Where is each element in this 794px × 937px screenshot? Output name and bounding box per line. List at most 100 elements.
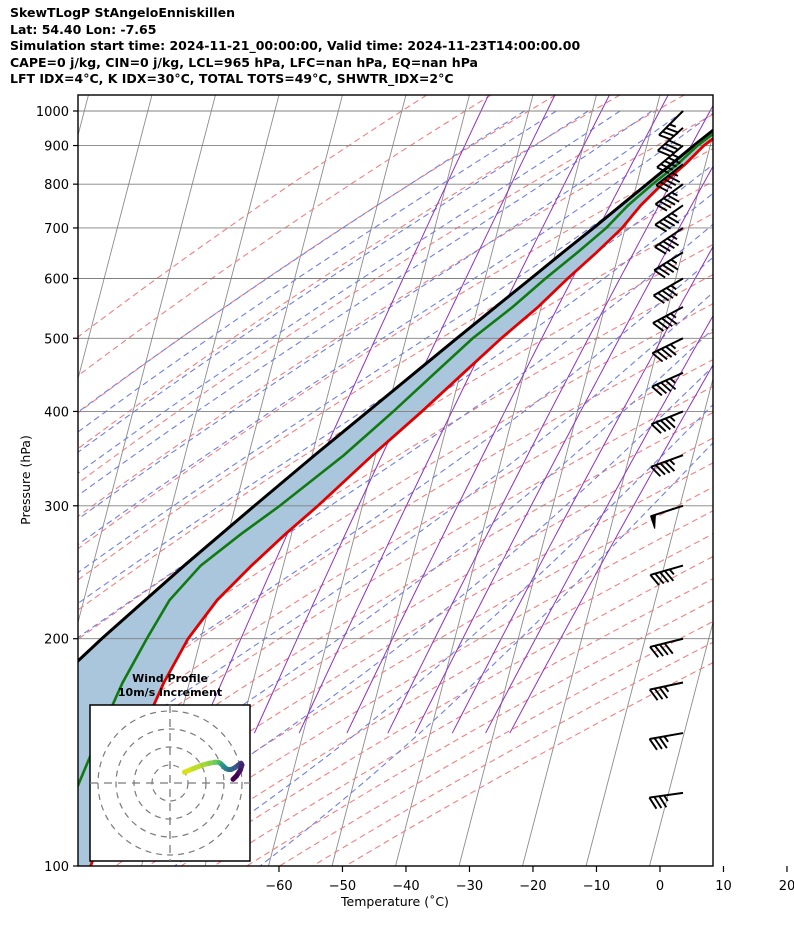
isotherm-line bbox=[78, 95, 216, 625]
barb-half-feather bbox=[669, 377, 676, 384]
wind-barb bbox=[653, 251, 684, 279]
dry-adiabat-line bbox=[78, 95, 685, 484]
dry-adiabat-line bbox=[78, 212, 713, 611]
x-tick-label: −30 bbox=[456, 879, 483, 894]
x-tick-label: −60 bbox=[265, 879, 292, 894]
barb-full-feather bbox=[664, 417, 676, 429]
wind-barb bbox=[650, 410, 684, 434]
barb-half-feather bbox=[669, 123, 677, 128]
barb-full-feather bbox=[666, 237, 680, 247]
moist-adiabat-line bbox=[78, 110, 653, 497]
wind-barb bbox=[649, 564, 684, 586]
barb-full-feather bbox=[648, 797, 658, 810]
wind-profile-inset bbox=[89, 704, 251, 862]
barb-full-feather bbox=[656, 350, 668, 361]
barb-full-feather bbox=[655, 464, 666, 476]
wind-barb bbox=[652, 306, 684, 332]
dry-adiabat-line bbox=[78, 95, 492, 377]
barb-half-feather bbox=[671, 191, 678, 197]
dry-adiabat-line bbox=[246, 599, 713, 866]
barb-full-feather bbox=[654, 645, 664, 657]
dry-adiabat-line bbox=[312, 641, 713, 866]
barb-half-feather bbox=[670, 312, 677, 319]
barb-half-feather bbox=[663, 735, 669, 743]
wind-barb bbox=[648, 681, 684, 701]
barb-half-feather bbox=[669, 415, 676, 422]
dry-adiabat-line bbox=[78, 437, 713, 824]
y-tick-label: 300 bbox=[44, 500, 69, 515]
barb-full-feather bbox=[659, 571, 670, 583]
y-tick-label: 100 bbox=[44, 860, 69, 875]
x-axis-label: Temperature (˚C) bbox=[340, 894, 449, 909]
inset-title-line1: Wind Profile bbox=[132, 672, 208, 685]
barb-full-feather bbox=[657, 292, 670, 302]
y-tick-label: 700 bbox=[44, 222, 69, 237]
inset-title-line2: 10m/s increment bbox=[118, 686, 222, 699]
barb-full-feather bbox=[663, 178, 677, 186]
dewpoint-profile-line bbox=[78, 132, 713, 789]
isotherm-line bbox=[777, 95, 794, 866]
barb-full-feather bbox=[664, 570, 675, 582]
dry-adiabat-line bbox=[78, 411, 713, 800]
barb-full-feather bbox=[662, 264, 675, 274]
barb-full-feather bbox=[665, 287, 678, 297]
barb-full-feather bbox=[655, 203, 668, 212]
barb-full-feather bbox=[667, 175, 681, 183]
isotherm-line bbox=[522, 133, 713, 866]
y-tick-label: 200 bbox=[44, 633, 69, 648]
barb-full-feather bbox=[657, 149, 671, 157]
barb-full-feather bbox=[658, 243, 671, 252]
barb-full-feather bbox=[653, 796, 663, 809]
barb-full-feather bbox=[648, 689, 659, 701]
wind-barb bbox=[654, 204, 684, 233]
barb-full-feather bbox=[656, 319, 669, 330]
barb-full-feather bbox=[666, 261, 679, 271]
barb-full-feather bbox=[654, 246, 667, 255]
barb-full-feather bbox=[661, 289, 674, 299]
isotherm-line bbox=[585, 376, 713, 866]
x-tick-label: 10 bbox=[715, 879, 732, 894]
x-tick-label: 0 bbox=[656, 879, 664, 894]
barb-half-feather bbox=[669, 343, 677, 350]
figure-header: SkewTLogP StAngeloEnniskillen Lat: 54.40… bbox=[10, 5, 770, 88]
barb-full-feather bbox=[653, 269, 666, 279]
wind-barb bbox=[653, 277, 684, 304]
barb-full-feather bbox=[659, 200, 672, 209]
barb-full-feather bbox=[649, 574, 660, 586]
moist-adiabat-line bbox=[78, 137, 713, 574]
barb-half-feather bbox=[671, 172, 679, 177]
barb-full-feather bbox=[665, 345, 677, 356]
barb-full-feather bbox=[658, 643, 669, 656]
barb-full-feather bbox=[655, 421, 667, 433]
barb-full-feather bbox=[653, 294, 665, 304]
barb-full-feather bbox=[653, 737, 663, 750]
moist-adiabat-line bbox=[78, 291, 713, 766]
isotherm-line bbox=[649, 620, 713, 866]
barb-full-feather bbox=[664, 461, 676, 472]
barb-full-feather bbox=[652, 322, 665, 332]
moist-adiabat-line bbox=[78, 163, 713, 605]
header-indices-line: LFT IDX=4°C, K IDX=30°C, TOTAL TOTS=49°C… bbox=[10, 71, 454, 86]
barb-pennant bbox=[650, 514, 656, 529]
dry-adiabat-line bbox=[345, 662, 713, 866]
header-latlon: Lat: 54.40 Lon: -7.65 bbox=[10, 21, 157, 37]
barb-full-feather bbox=[665, 127, 679, 134]
barb-half-feather bbox=[663, 794, 669, 802]
header-cape-line: CAPE=0 j/kg, CIN=0 j/kg, LCL=965 hPa, LF… bbox=[10, 54, 478, 70]
wind-barb bbox=[651, 371, 684, 397]
barb-full-feather bbox=[659, 462, 671, 474]
barb-full-feather bbox=[656, 166, 670, 174]
barb-full-feather bbox=[654, 224, 668, 233]
wind-barb bbox=[650, 454, 684, 477]
x-tick-label: −20 bbox=[519, 879, 546, 894]
barb-full-feather bbox=[666, 215, 680, 224]
barb-half-feather bbox=[671, 153, 679, 159]
x-tick-label: 20 bbox=[779, 879, 794, 894]
wind-barb bbox=[648, 791, 684, 810]
barb-full-feather bbox=[658, 736, 668, 749]
y-axis-label: Pressure (hPa) bbox=[18, 435, 33, 525]
